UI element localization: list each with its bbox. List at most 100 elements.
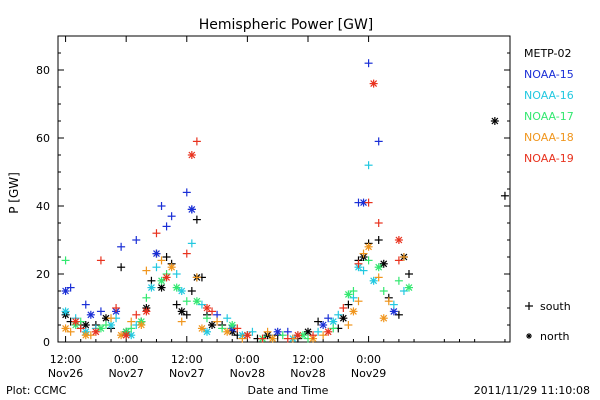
noaa-18-north-point xyxy=(379,314,388,323)
noaa-18-north-point xyxy=(137,321,146,329)
noaa-17-south-point xyxy=(329,324,338,333)
noaa-17-south-point xyxy=(202,314,211,323)
noaa-15-south-point xyxy=(213,310,222,319)
noaa-18-south-point xyxy=(177,317,186,326)
noaa-17-south-point xyxy=(394,276,403,285)
noaa-18-south-point xyxy=(384,297,393,306)
noaa-16-south-point xyxy=(223,314,232,323)
metp-02-south-point xyxy=(117,263,126,272)
noaa-19-south-point xyxy=(208,307,217,316)
y-tick-label: 60 xyxy=(36,132,50,145)
footer-plot-source: Plot: CCMC xyxy=(6,384,67,397)
noaa-18-north-point xyxy=(197,324,206,333)
noaa-19-north-point xyxy=(394,236,403,244)
noaa-17-south-point xyxy=(182,297,191,306)
noaa-18-north-point xyxy=(61,324,70,333)
noaa-18-north-point xyxy=(268,334,277,343)
noaa-17-north-point xyxy=(172,283,181,292)
noaa-19-north-point xyxy=(71,317,80,326)
metp-02-south-point xyxy=(344,300,353,309)
y-tick-label: 0 xyxy=(43,336,50,349)
noaa-18-south-point xyxy=(319,331,328,340)
noaa-15-south-point xyxy=(132,236,141,244)
noaa-15-north-point xyxy=(389,307,398,316)
x-tick-time-label: 12:00 xyxy=(292,353,324,366)
noaa-16-south-point xyxy=(187,239,196,248)
noaa-15-south-point xyxy=(283,327,292,336)
metp-02-south-point xyxy=(394,310,403,319)
noaa-17-north-point xyxy=(404,283,413,292)
noaa-16-south-point xyxy=(359,266,368,275)
noaa-17-south-point xyxy=(218,324,227,333)
noaa-19-south-point xyxy=(283,334,292,343)
noaa-18-south-point xyxy=(354,297,363,306)
metp-02-south-point xyxy=(192,215,201,224)
x-tick-date-label: Nov28 xyxy=(290,367,325,380)
noaa-17-south-point xyxy=(61,256,70,265)
metp-02-south-point xyxy=(162,253,171,261)
noaa-16-south-point xyxy=(389,300,398,309)
metp-02-south-point xyxy=(500,191,509,200)
y-tick-label: 80 xyxy=(36,64,50,77)
y-axis: 0 20 40 60 80 xyxy=(36,52,510,349)
noaa-17-north-point xyxy=(374,263,383,272)
noaa-18-north-point xyxy=(364,242,373,251)
metp-02-north-point xyxy=(177,307,186,316)
metp-02-south-point xyxy=(187,287,196,295)
noaa-18-south-point xyxy=(127,317,136,326)
chart-title: Hemispheric Power [GW] xyxy=(199,17,374,33)
x-tick-date-label: Nov27 xyxy=(169,367,204,380)
noaa-15-north-point xyxy=(319,321,328,329)
noaa-16-south-point xyxy=(152,263,161,272)
legend-entry: NOAA-15 xyxy=(524,68,574,81)
noaa-17-south-point xyxy=(349,287,358,295)
noaa-16-south-point xyxy=(172,270,181,278)
noaa-19-north-point xyxy=(142,307,151,316)
plot-frame xyxy=(57,35,511,343)
noaa-15-south-point xyxy=(182,188,191,197)
noaa-19-south-point xyxy=(374,219,383,227)
noaa-16-south-point xyxy=(364,161,373,170)
noaa-19-south-point xyxy=(112,304,121,312)
noaa-15-north-point xyxy=(273,327,282,336)
noaa-19-north-point xyxy=(243,331,252,340)
noaa-19-south-point xyxy=(258,334,267,343)
noaa-15-south-point xyxy=(167,212,176,221)
metp-02-south-point xyxy=(172,300,181,309)
noaa-17-south-point xyxy=(101,321,110,329)
metp-02-south-point xyxy=(147,276,156,285)
noaa-19-south-point xyxy=(132,310,141,319)
legend-entry: NOAA-16 xyxy=(524,89,574,102)
noaa-15-north-point xyxy=(61,287,70,295)
noaa-15-south-point xyxy=(162,222,171,231)
noaa-16-north-point xyxy=(61,307,70,316)
noaa-18-south-point xyxy=(238,334,247,343)
noaa-16-north-point xyxy=(369,276,378,285)
x-tick-date-label: Nov26 xyxy=(48,367,83,380)
noaa-16-north-point xyxy=(147,283,156,292)
metp-02-north-point xyxy=(303,327,312,336)
metp-02-north-point xyxy=(208,321,217,329)
noaa-18-north-point xyxy=(349,307,358,316)
noaa-16-north-point xyxy=(202,327,211,336)
metp-02-south-point xyxy=(314,317,323,326)
noaa-15-south-point xyxy=(117,242,126,251)
noaa-16-north-point xyxy=(329,317,338,326)
noaa-15-south-point xyxy=(81,300,90,309)
noaa-15-south-point xyxy=(364,59,373,68)
x-tick-date-label: Nov29 xyxy=(351,367,386,380)
y-tick-label: 40 xyxy=(36,200,50,213)
x-tick-time-label: 12:00 xyxy=(171,353,203,366)
noaa-19-north-point xyxy=(162,273,171,282)
noaa-16-south-point xyxy=(248,327,257,336)
noaa-18-south-point xyxy=(66,327,75,336)
x-tick-time-label: 0:00 xyxy=(356,353,381,366)
noaa-19-north-point xyxy=(324,327,333,336)
noaa-15-south-point xyxy=(374,137,383,146)
noaa-18-north-point xyxy=(223,327,232,336)
noaa-18-south-point xyxy=(374,273,383,282)
symbol-key-entry: south xyxy=(525,300,571,313)
metp-02-south-point xyxy=(374,236,383,244)
noaa-17-north-point xyxy=(96,324,105,333)
noaa-17-north-point xyxy=(192,297,201,306)
